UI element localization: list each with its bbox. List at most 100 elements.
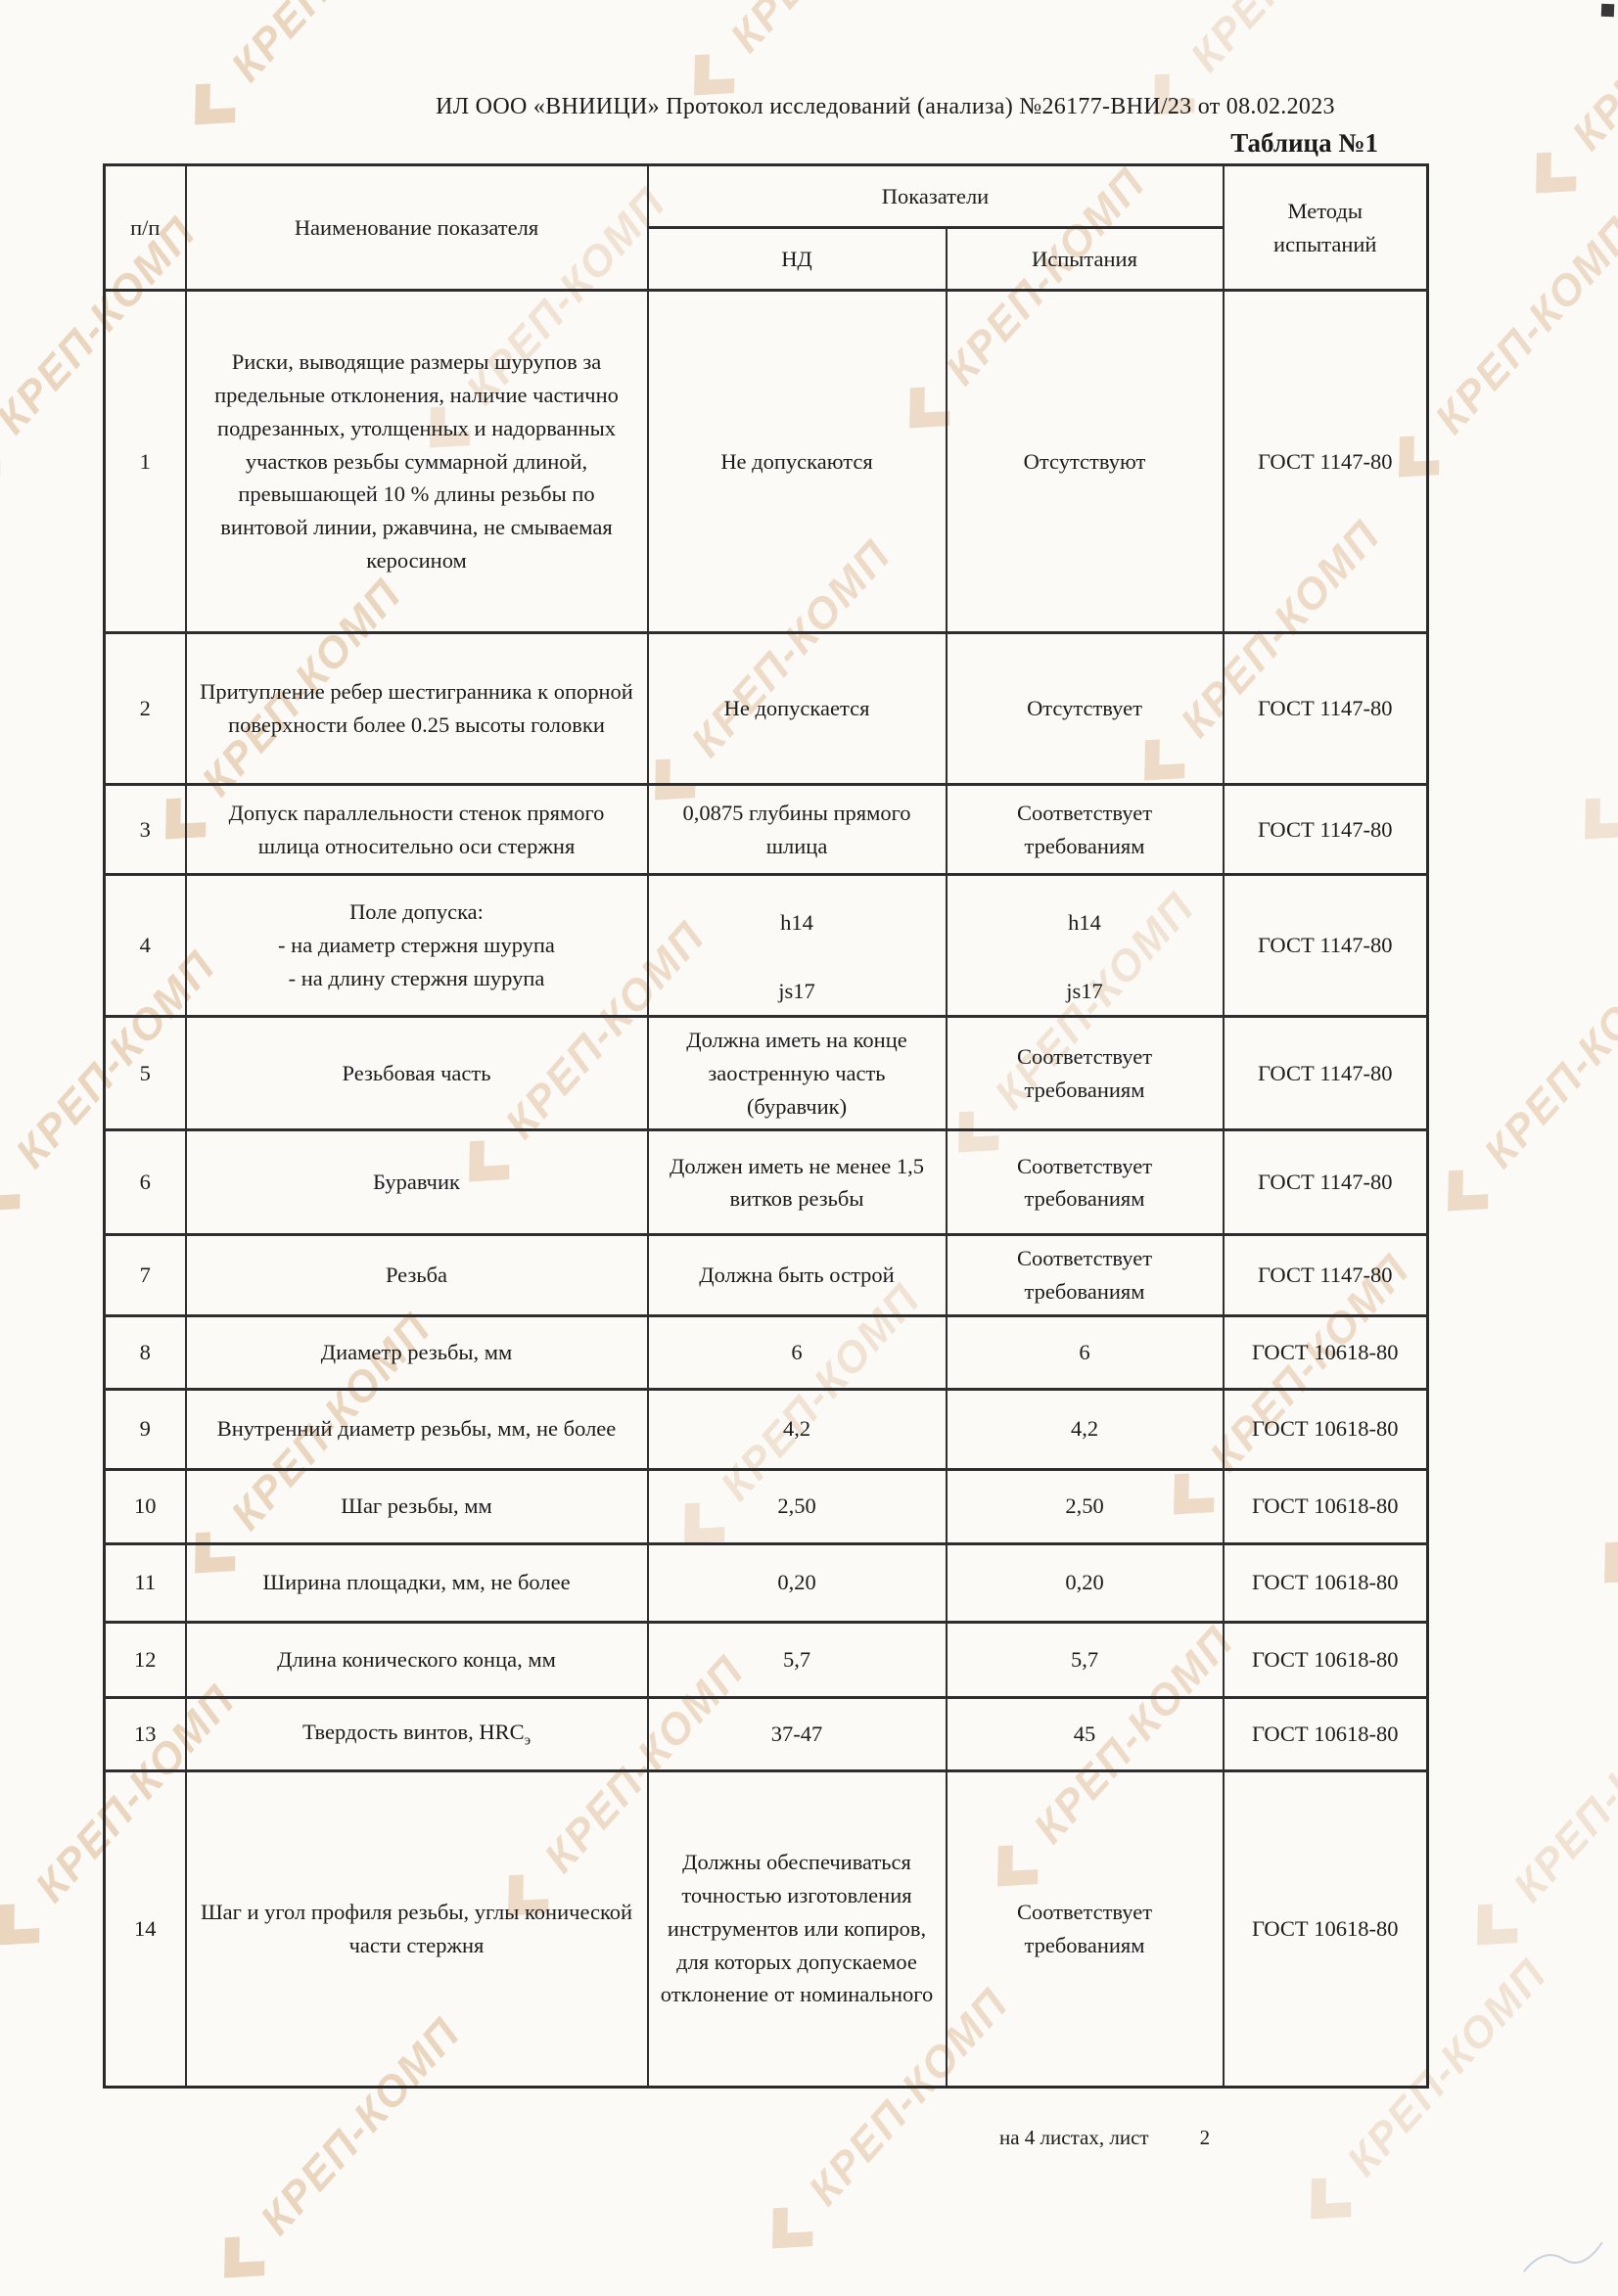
- row-num-cell: 5: [105, 1017, 186, 1130]
- test-value-cell: 45: [947, 1697, 1224, 1770]
- row-num-cell: 4: [105, 875, 186, 1017]
- table-row: 14 Шаг и угол профиля резьбы, углы конич…: [105, 1770, 1428, 2087]
- indicator-name-cell: Допуск параллельности стенок прямого шли…: [186, 785, 648, 875]
- method-cell: ГОСТ 1147-80: [1224, 1235, 1428, 1316]
- test-value-cell: Соответствует требованиям: [947, 785, 1224, 875]
- method-cell: ГОСТ 1147-80: [1224, 633, 1428, 785]
- table-row: 13 Твердость винтов, HRCэ 37-47 45 ГОСТ …: [105, 1697, 1428, 1770]
- table-row: 12 Длина конического конца, мм 5,7 5,7 Г…: [105, 1622, 1428, 1697]
- row-num-cell: 3: [105, 785, 186, 875]
- protocol-title: ИЛ ООО «ВНИИЦИ» Протокол исследований (а…: [0, 94, 1618, 120]
- indicator-name-cell: Резьбовая часть: [186, 1017, 648, 1130]
- test-value-cell: Соответствует требованиям: [947, 1770, 1224, 2087]
- col-header-num: п/п: [105, 165, 186, 291]
- table-caption: Таблица №1: [1230, 128, 1378, 159]
- scan-artifact-square: [1601, 4, 1614, 17]
- table-row: 5 Резьбовая часть Должна иметь на конце …: [105, 1017, 1428, 1130]
- indicator-name-cell: Резьба: [186, 1235, 648, 1316]
- test-value-cell: Соответствует требованиям: [947, 1017, 1224, 1130]
- method-cell: ГОСТ 1147-80: [1224, 785, 1428, 875]
- method-cell: ГОСТ 10618-80: [1224, 1469, 1428, 1543]
- indicator-name-cell: Внутренний диаметр резьбы, мм, не более: [186, 1389, 648, 1469]
- row-num-cell: 1: [105, 291, 186, 633]
- indicator-name-cell: Поле допуска: - на диаметр стержня шуруп…: [186, 875, 648, 1017]
- nd-value-cell: 37-47: [648, 1697, 947, 1770]
- col-header-name: Наименование показателя: [186, 165, 648, 291]
- table-row: 9 Внутренний диаметр резьбы, мм, не боле…: [105, 1389, 1428, 1469]
- test-value-cell: Отсутствуют: [947, 291, 1224, 633]
- indicator-name-cell: Шаг и угол профиля резьбы, углы коническ…: [186, 1770, 648, 2087]
- row-num-cell: 8: [105, 1315, 186, 1389]
- nd-value-cell: 4,2: [648, 1389, 947, 1469]
- row-num-cell: 11: [105, 1543, 186, 1622]
- indicator-name-cell: Ширина площадки, мм, не более: [186, 1543, 648, 1622]
- indicator-name-cell: Шаг резьбы, мм: [186, 1469, 648, 1543]
- method-cell: ГОСТ 1147-80: [1224, 875, 1428, 1017]
- indicator-name-cell: Риски, выводящие размеры шурупов за пред…: [186, 291, 648, 633]
- nd-value-cell: Не допускаются: [648, 291, 947, 633]
- col-header-group: Показатели: [648, 165, 1224, 228]
- nd-value-cell: Должна иметь на конце заостренную часть …: [648, 1017, 947, 1130]
- row-num-cell: 13: [105, 1697, 186, 1770]
- indicator-name-cell: Буравчик: [186, 1130, 648, 1235]
- row-num-cell: 6: [105, 1130, 186, 1235]
- method-cell: ГОСТ 1147-80: [1224, 1130, 1428, 1235]
- nd-value-cell: h14 js17: [648, 875, 947, 1017]
- method-cell: ГОСТ 10618-80: [1224, 1543, 1428, 1622]
- indicator-name-cell: Диаметр резьбы, мм: [186, 1315, 648, 1389]
- method-cell: ГОСТ 10618-80: [1224, 1770, 1428, 2087]
- test-value-cell: Отсутствует: [947, 633, 1224, 785]
- test-value-cell: Соответствует требованиям: [947, 1130, 1224, 1235]
- test-value-cell: 0,20: [947, 1543, 1224, 1622]
- nd-value-cell: 6: [648, 1315, 947, 1389]
- method-cell: ГОСТ 10618-80: [1224, 1389, 1428, 1469]
- table-row: 6 Буравчик Должен иметь не менее 1,5 вит…: [105, 1130, 1428, 1235]
- row-num-cell: 7: [105, 1235, 186, 1316]
- indicator-name-cell: Притупление ребер шестигранника к опорно…: [186, 633, 648, 785]
- test-value-cell: h14 js17: [947, 875, 1224, 1017]
- table-row: 2 Притупление ребер шестигранника к опор…: [105, 633, 1428, 785]
- page-number: 2: [1200, 2126, 1211, 2150]
- row-num-cell: 14: [105, 1770, 186, 2087]
- col-header-method: Методы испытаний: [1224, 165, 1428, 291]
- col-header-nd: НД: [648, 228, 947, 291]
- table-row: 10 Шаг резьбы, мм 2,50 2,50 ГОСТ 10618-8…: [105, 1469, 1428, 1543]
- test-value-cell: 5,7: [947, 1622, 1224, 1697]
- row-num-cell: 9: [105, 1389, 186, 1469]
- nd-value-cell: 0,20: [648, 1543, 947, 1622]
- pen-mark: [1519, 2218, 1607, 2286]
- table-row: 11 Ширина площадки, мм, не более 0,20 0,…: [105, 1543, 1428, 1622]
- indicator-name-cell: Длина конического конца, мм: [186, 1622, 648, 1697]
- row-num-cell: 2: [105, 633, 186, 785]
- test-value-cell: 2,50: [947, 1469, 1224, 1543]
- test-value-cell: 4,2: [947, 1389, 1224, 1469]
- method-cell: ГОСТ 10618-80: [1224, 1697, 1428, 1770]
- page-footer: на 4 листах, лист 2: [999, 2126, 1210, 2150]
- nd-value-cell: Должна быть острой: [648, 1235, 947, 1316]
- nd-value-cell: 2,50: [648, 1469, 947, 1543]
- nd-value-cell: 0,0875 глубины прямого шлица: [648, 785, 947, 875]
- test-value-cell: 6: [947, 1315, 1224, 1389]
- nd-value-cell: Должен иметь не менее 1,5 витков резьбы: [648, 1130, 947, 1235]
- results-table: п/п Наименование показателя Показатели М…: [103, 163, 1429, 2089]
- table-row: 4 Поле допуска: - на диаметр стержня шур…: [105, 875, 1428, 1017]
- sheet-count-label: на 4 листах, лист: [999, 2126, 1149, 2150]
- method-cell: ГОСТ 10618-80: [1224, 1622, 1428, 1697]
- method-cell: ГОСТ 10618-80: [1224, 1315, 1428, 1389]
- table-header-row: п/п Наименование показателя Показатели М…: [105, 165, 1428, 228]
- table-row: 1 Риски, выводящие размеры шурупов за пр…: [105, 291, 1428, 633]
- table-row: 7 Резьба Должна быть острой Соответствуе…: [105, 1235, 1428, 1316]
- table-row: 3 Допуск параллельности стенок прямого ш…: [105, 785, 1428, 875]
- nd-value-cell: Не допускается: [648, 633, 947, 785]
- row-num-cell: 10: [105, 1469, 186, 1543]
- method-cell: ГОСТ 1147-80: [1224, 291, 1428, 633]
- col-header-test: Испытания: [947, 228, 1224, 291]
- row-num-cell: 12: [105, 1622, 186, 1697]
- nd-value-cell: 5,7: [648, 1622, 947, 1697]
- nd-value-cell: Должны обеспечиваться точностью изготовл…: [648, 1770, 947, 2087]
- table-row: 8 Диаметр резьбы, мм 6 6 ГОСТ 10618-80: [105, 1315, 1428, 1389]
- test-value-cell: Соответствует требованиям: [947, 1235, 1224, 1316]
- method-cell: ГОСТ 1147-80: [1224, 1017, 1428, 1130]
- indicator-name-cell: Твердость винтов, HRCэ: [186, 1697, 648, 1770]
